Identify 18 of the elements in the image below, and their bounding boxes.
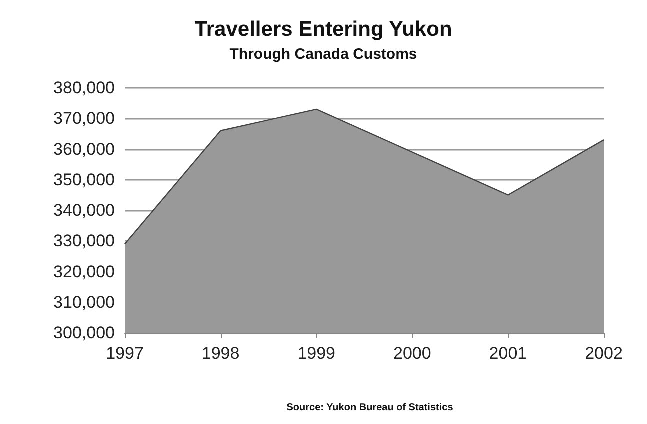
y-tick-label: 300,000 (54, 324, 115, 342)
y-tick-label: 330,000 (54, 232, 115, 251)
x-tick-label: 2001 (489, 344, 528, 363)
chart-title: Travellers Entering Yukon (194, 18, 452, 41)
x-tick-label: 2002 (585, 344, 623, 363)
y-tick-label: 340,000 (54, 201, 115, 220)
y-tick-label: 320,000 (54, 262, 115, 282)
x-tick-label: 1998 (202, 344, 240, 363)
y-tick-label: 310,000 (54, 292, 115, 312)
y-tick-label: 370,000 (54, 109, 115, 128)
y-tick-label: 350,000 (54, 170, 115, 190)
source-note: Source: Yukon Bureau of Statistics (286, 402, 454, 414)
chart-subtitle: Through Canada Customs (230, 46, 418, 63)
x-tick-label: 1999 (298, 344, 336, 363)
x-tick-label: 1997 (106, 344, 144, 363)
y-tick-label: 360,000 (54, 140, 115, 159)
x-tick-label: 2000 (393, 344, 432, 363)
y-tick-label: 380,000 (54, 78, 115, 98)
